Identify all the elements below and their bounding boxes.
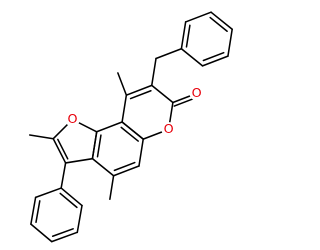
bond — [150, 84, 174, 104]
atom-label: O — [164, 122, 174, 137]
bond — [34, 187, 62, 199]
bond — [121, 94, 128, 123]
bond — [76, 204, 83, 234]
bond — [28, 134, 55, 140]
bond — [227, 28, 233, 57]
bond — [52, 137, 67, 164]
bond — [150, 57, 157, 87]
atom-label: O — [192, 86, 202, 101]
bond — [112, 165, 140, 177]
bond — [64, 157, 94, 164]
bond — [95, 121, 123, 133]
bond — [202, 51, 225, 62]
bond — [180, 48, 204, 67]
bond — [35, 200, 41, 224]
label-backdrop — [189, 86, 204, 101]
bond — [30, 223, 53, 243]
bond — [91, 157, 115, 177]
bond — [60, 162, 67, 189]
bond — [210, 11, 233, 31]
bond — [125, 84, 153, 96]
bond — [120, 126, 139, 142]
bond — [117, 72, 128, 96]
bond — [129, 89, 152, 100]
bond — [96, 134, 102, 158]
bond — [201, 55, 229, 67]
bond — [109, 174, 115, 201]
bond — [59, 192, 78, 209]
bond — [138, 138, 144, 167]
bond — [185, 24, 191, 48]
bond — [60, 187, 83, 207]
bond — [180, 21, 187, 50]
bond — [30, 196, 37, 225]
bond — [121, 121, 144, 140]
atom-label: O — [67, 112, 77, 127]
structure: O O O — [28, 11, 233, 243]
bond — [209, 16, 228, 32]
bond — [155, 48, 183, 60]
label-backdrop — [161, 122, 176, 137]
bond — [50, 231, 79, 243]
bond — [57, 138, 69, 160]
bond — [91, 131, 98, 160]
molecule-diagram: O O O — [28, 11, 233, 243]
bond — [184, 11, 212, 23]
bond — [51, 228, 74, 238]
bond — [113, 161, 136, 172]
label-backdrop — [65, 112, 80, 127]
